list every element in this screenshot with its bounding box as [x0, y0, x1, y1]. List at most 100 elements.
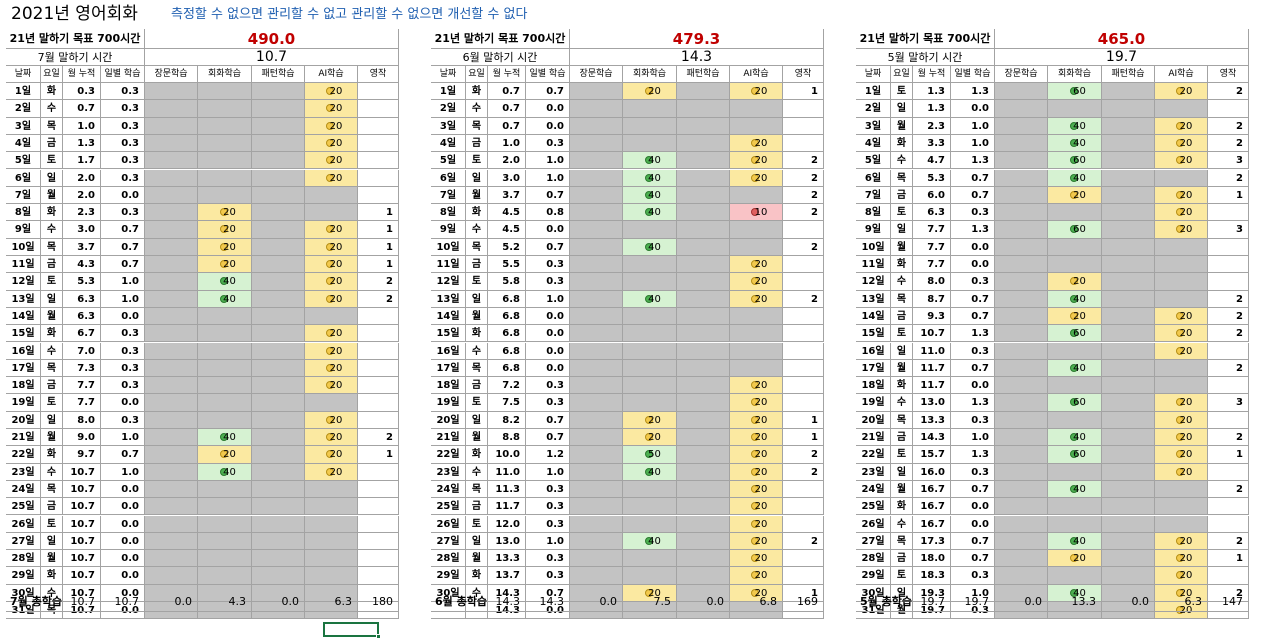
cell-date[interactable]: 16일 — [856, 342, 891, 360]
cell-daily[interactable]: 1.3 — [951, 446, 995, 464]
cell-cum[interactable]: 3.7 — [488, 186, 526, 205]
cell-conv[interactable] — [623, 359, 677, 378]
cell-conv[interactable] — [623, 394, 677, 412]
cell-conv[interactable]: 20 — [623, 411, 677, 429]
cell-ai[interactable]: 20 — [305, 342, 358, 360]
cell-conv[interactable] — [198, 394, 252, 412]
cell-cum[interactable]: 0.3 — [63, 83, 101, 101]
goal-remaining-value[interactable]: 490.0 — [145, 29, 399, 49]
cell-daily[interactable]: 0.3 — [101, 134, 145, 153]
cell-pattern[interactable] — [1102, 532, 1155, 551]
cell-date[interactable]: 8일 — [6, 204, 41, 222]
cell-date[interactable]: 2일 — [431, 100, 466, 118]
goal-remaining-value[interactable]: 465.0 — [995, 29, 1249, 49]
cell-pattern[interactable] — [1102, 411, 1155, 429]
cell-ai[interactable]: 20 — [1155, 83, 1208, 101]
cell-ai[interactable]: 20 — [305, 429, 358, 447]
cell-daily[interactable]: 0.0 — [526, 221, 570, 239]
cell-ai[interactable]: 20 — [730, 83, 783, 101]
cell-cum[interactable]: 8.0 — [913, 273, 951, 291]
cell-daily[interactable]: 0.7 — [526, 83, 570, 101]
cell-conv[interactable] — [198, 117, 252, 135]
cell-pattern[interactable] — [252, 429, 305, 447]
cell-date[interactable]: 16일 — [6, 342, 41, 360]
cell-daily[interactable]: 1.3 — [951, 325, 995, 343]
cell-daily[interactable]: 0.3 — [101, 117, 145, 135]
cell-date[interactable]: 5일 — [6, 152, 41, 170]
cell-ai[interactable] — [1155, 238, 1208, 256]
cell-conv[interactable]: 60 — [1048, 325, 1102, 343]
cell-comp[interactable] — [783, 377, 824, 395]
cell-dow[interactable]: 월 — [891, 480, 913, 499]
cell-ai[interactable]: 10 — [730, 204, 783, 222]
cell-cum[interactable]: 18.3 — [913, 567, 951, 585]
cell-long[interactable] — [570, 100, 623, 118]
cell-conv[interactable] — [198, 152, 252, 170]
column-header-long[interactable]: 장문학습 — [145, 66, 198, 83]
cell-dow[interactable]: 토 — [891, 204, 913, 222]
cell-cum[interactable]: 11.0 — [913, 342, 951, 360]
column-header-cum[interactable]: 월 누적 — [63, 66, 101, 83]
cell-daily[interactable]: 0.0 — [951, 377, 995, 395]
cell-long[interactable] — [570, 342, 623, 360]
cell-ai[interactable]: 20 — [1155, 429, 1208, 447]
cell-conv[interactable]: 50 — [623, 446, 677, 464]
cell-ai[interactable]: 20 — [305, 238, 358, 256]
cell-long[interactable] — [570, 567, 623, 585]
cell-pattern[interactable] — [1102, 550, 1155, 568]
cell-comp[interactable]: 2 — [1208, 359, 1249, 378]
cell-ai[interactable]: 20 — [730, 411, 783, 429]
cell-long[interactable] — [995, 256, 1048, 274]
cell-long[interactable] — [995, 446, 1048, 464]
cell-comp[interactable] — [783, 567, 824, 585]
cell-conv[interactable] — [198, 359, 252, 378]
cell-date[interactable]: 3일 — [6, 117, 41, 135]
cell-cum[interactable]: 10.7 — [63, 480, 101, 499]
cell-cum[interactable]: 4.3 — [63, 256, 101, 274]
cell-long[interactable] — [995, 550, 1048, 568]
column-header-ai[interactable]: AI학습 — [305, 66, 358, 83]
cell-long[interactable] — [570, 515, 623, 533]
cell-comp[interactable] — [358, 463, 399, 481]
cell-long[interactable] — [570, 83, 623, 101]
cell-pattern[interactable] — [677, 83, 730, 101]
month-total-label[interactable]: 5월 총학습 — [856, 592, 913, 612]
cell-long[interactable] — [145, 134, 198, 153]
cell-cum[interactable]: 6.3 — [63, 307, 101, 326]
cell-conv[interactable]: 40 — [1048, 290, 1102, 308]
cell-pattern[interactable] — [677, 550, 730, 568]
cell-date[interactable]: 12일 — [431, 273, 466, 291]
column-header-date[interactable]: 날짜 — [6, 66, 41, 83]
cell-pattern[interactable] — [1102, 515, 1155, 533]
month-total-long[interactable]: 0.0 — [995, 592, 1048, 612]
month-time-value[interactable]: 14.3 — [570, 49, 824, 66]
cell-cum[interactable]: 1.3 — [63, 134, 101, 153]
cell-ai[interactable]: 20 — [305, 152, 358, 170]
cell-pattern[interactable] — [252, 307, 305, 326]
cell-long[interactable] — [995, 169, 1048, 187]
cell-daily[interactable]: 0.3 — [526, 480, 570, 499]
cell-comp[interactable] — [358, 342, 399, 360]
cell-ai[interactable]: 20 — [1155, 446, 1208, 464]
cell-comp[interactable] — [1208, 567, 1249, 585]
cell-dow[interactable]: 일 — [891, 463, 913, 481]
cell-conv[interactable] — [623, 567, 677, 585]
cell-date[interactable]: 27일 — [6, 532, 41, 551]
cell-date[interactable]: 5일 — [856, 152, 891, 170]
cell-pattern[interactable] — [252, 498, 305, 516]
cell-long[interactable] — [570, 411, 623, 429]
cell-cum[interactable]: 5.3 — [913, 169, 951, 187]
cell-ai[interactable] — [730, 307, 783, 326]
cell-conv[interactable] — [623, 307, 677, 326]
cell-comp[interactable] — [1208, 342, 1249, 360]
cell-ai[interactable] — [1155, 256, 1208, 274]
cell-conv[interactable] — [198, 411, 252, 429]
cell-ai[interactable] — [730, 342, 783, 360]
cell-dow[interactable]: 수 — [41, 100, 63, 118]
cell-date[interactable]: 18일 — [856, 377, 891, 395]
cell-date[interactable]: 7일 — [6, 186, 41, 205]
cell-cum[interactable]: 7.3 — [63, 359, 101, 378]
cell-ai[interactable] — [305, 567, 358, 585]
cell-cum[interactable]: 10.7 — [63, 463, 101, 481]
cell-long[interactable] — [570, 273, 623, 291]
